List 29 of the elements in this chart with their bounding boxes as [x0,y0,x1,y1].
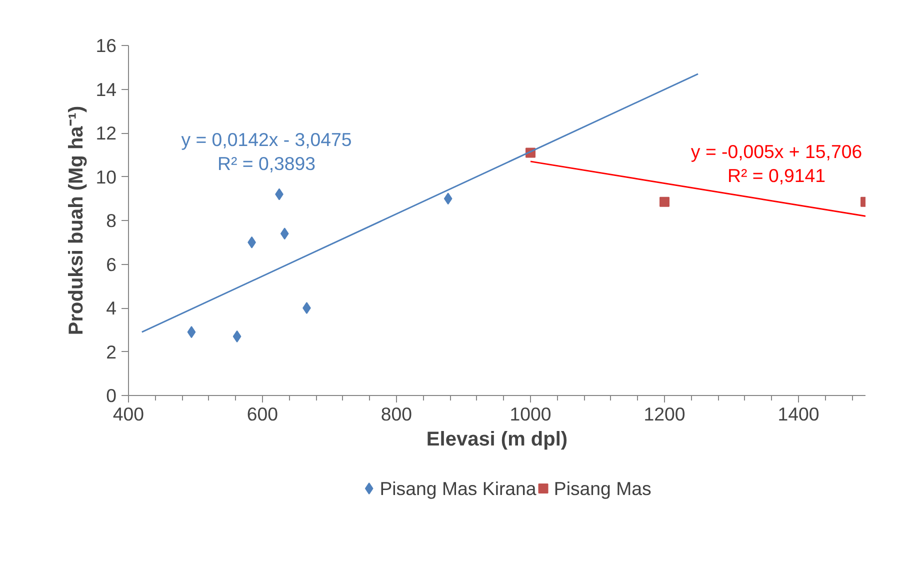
y-tick-label: 10 [96,166,117,188]
annotation: y = -0,005x + 15,706 [690,141,862,162]
x-tick-label: 1400 [778,404,820,424]
annotation: R² = 0,9141 [727,165,826,186]
annotation: y = 0,0142x - 3,0475 [181,129,352,150]
y-tick-label: 0 [106,385,117,406]
point [302,302,311,314]
x-tick-label: 400 [112,404,144,424]
y-tick-label: 6 [106,254,117,275]
x-tick-label: 600 [246,404,278,424]
x-tick-label: 1200 [644,404,686,424]
y-tick-label: 16 [96,35,117,56]
y-axis-title: Produksi buah (Mg ha⁻¹) [66,106,88,336]
y-tick-label: 14 [96,78,117,100]
x-tick-label: 800 [380,404,412,424]
point [444,192,452,205]
point [232,330,242,342]
point [187,326,196,338]
y-tick-label: 8 [106,210,117,231]
point [660,196,670,207]
legend-label: Pisang Mas [554,478,652,499]
legend-label: Pisang Mas Kirana [380,478,537,499]
y-tick-label: 2 [106,341,117,362]
x-tick-label: 1000 [510,404,552,424]
y-tick-label: 4 [106,298,117,318]
y-tick-label: 12 [96,122,117,144]
point [280,228,289,240]
x-axis-title: Elevasi (m dpl) [426,428,568,450]
annotation: R² = 0,3893 [217,153,316,174]
